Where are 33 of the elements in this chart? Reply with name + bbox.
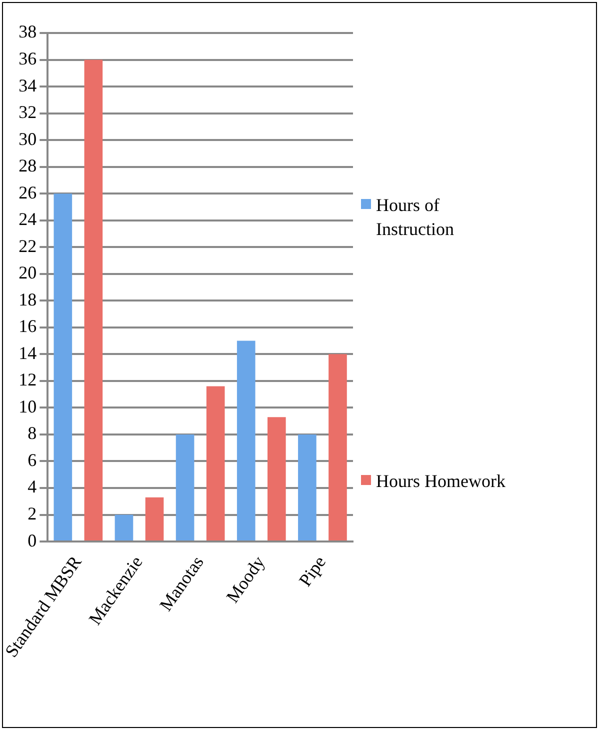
legend-label: Hours of Instruction xyxy=(376,194,455,242)
bar xyxy=(328,354,347,541)
x-tick-label: Pipe xyxy=(294,552,330,590)
y-tick-label: 8 xyxy=(28,423,37,444)
bar xyxy=(145,497,164,541)
bar xyxy=(298,434,316,541)
bar xyxy=(236,340,256,541)
bar xyxy=(84,60,103,541)
y-tick-label: 10 xyxy=(18,396,37,416)
y-tick-label: 0 xyxy=(28,530,37,550)
bar xyxy=(206,386,225,541)
y-tick-label: 24 xyxy=(18,209,37,230)
y-tick-label: 22 xyxy=(18,236,37,256)
bar xyxy=(54,194,72,541)
bar xyxy=(176,434,194,541)
y-tick-label: 14 xyxy=(18,342,37,363)
bar xyxy=(114,514,134,541)
y-tick-label: 36 xyxy=(18,48,37,68)
y-tick-label: 20 xyxy=(18,262,37,283)
legend-label: Hours Homework xyxy=(376,470,506,493)
bar xyxy=(268,417,286,541)
y-tick-label: 38 xyxy=(18,22,37,42)
y-tick-label: 18 xyxy=(18,289,37,310)
y-tick-label: 30 xyxy=(18,128,37,149)
y-tick-label: 26 xyxy=(18,182,37,202)
y-tick-label: 16 xyxy=(18,316,37,336)
y-tick-label: 28 xyxy=(18,156,37,176)
y-tick-label: 32 xyxy=(18,102,37,122)
y-tick-label: 12 xyxy=(18,370,37,390)
y-tick-label: 34 xyxy=(18,75,37,96)
y-tick-label: 2 xyxy=(28,504,37,524)
y-tick-label: 4 xyxy=(28,476,37,497)
y-tick-label: 6 xyxy=(28,450,37,470)
